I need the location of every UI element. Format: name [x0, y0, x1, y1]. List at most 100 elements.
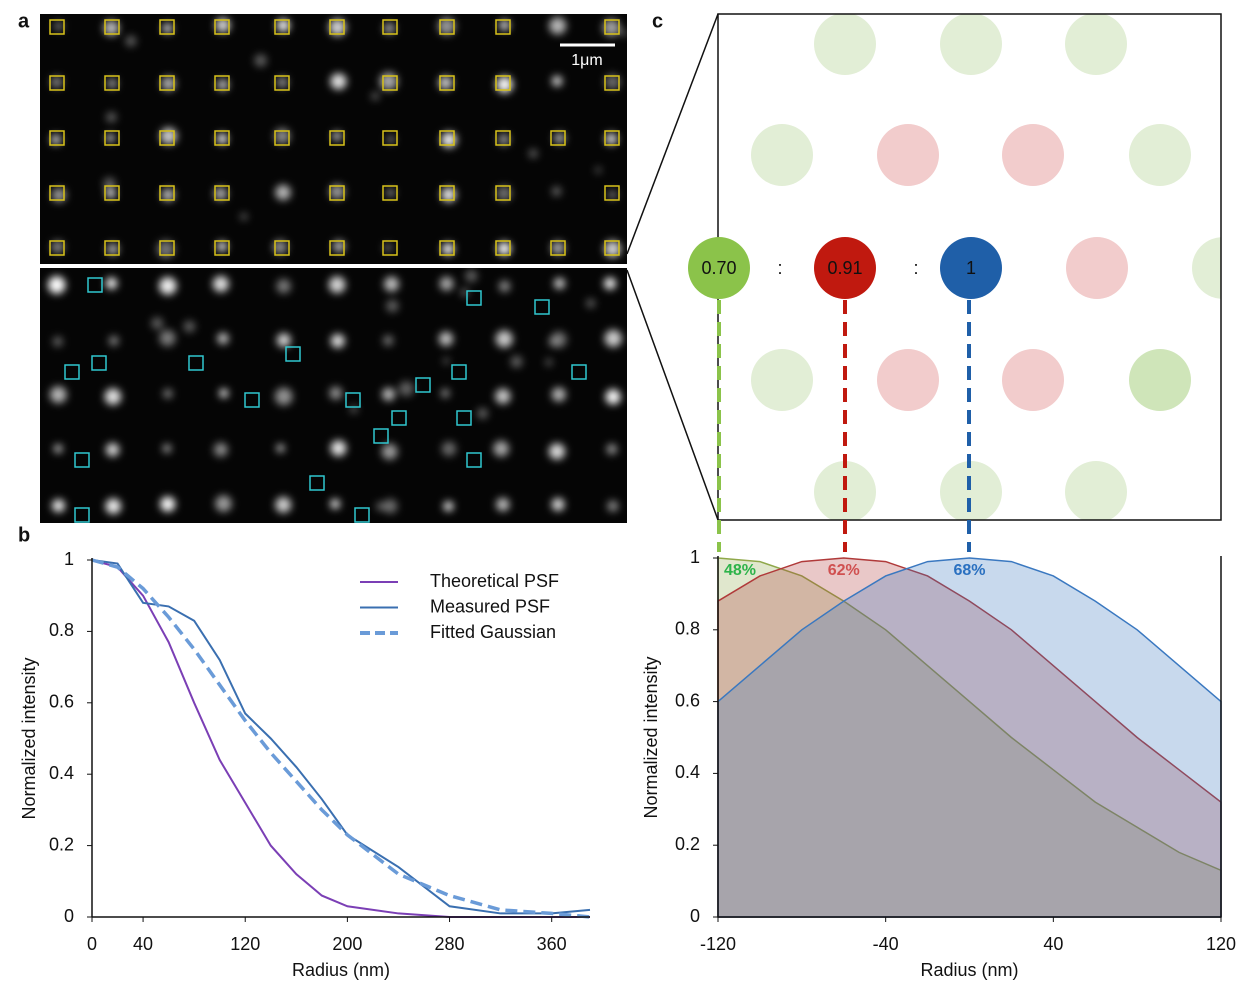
spot: [477, 407, 489, 419]
spot: [548, 336, 559, 347]
yellow-box: [274, 240, 290, 256]
yellow-box: [329, 130, 345, 146]
cyan-box: [571, 364, 587, 380]
spot: [106, 133, 115, 142]
y-tick-label: 0.6: [49, 692, 74, 712]
yellow-box: [49, 130, 65, 146]
spot: [438, 331, 454, 346]
spot: [160, 496, 176, 512]
yellow-box: [495, 185, 511, 201]
spot: [553, 132, 566, 144]
peak-annotation: 62%: [828, 562, 860, 579]
spot: [495, 330, 513, 348]
detection-boxes: [49, 19, 620, 523]
x-axis-title: Radius (nm): [292, 960, 390, 980]
spot: [386, 135, 395, 144]
panel-label: a: [18, 10, 30, 32]
spot: [105, 443, 120, 457]
spot: [441, 441, 457, 457]
spot: [328, 276, 346, 294]
spot: [50, 76, 63, 88]
lattice-site: [1065, 461, 1127, 520]
spot: [161, 76, 176, 91]
y-tick-label: 1: [64, 549, 74, 569]
cyan-box: [451, 364, 467, 380]
spot: [398, 381, 414, 397]
spot: [332, 131, 342, 141]
cyan-box: [74, 507, 90, 523]
spot: [443, 501, 454, 512]
yellow-box: [382, 19, 398, 35]
yellow-box: [439, 185, 455, 201]
cyan-box: [87, 277, 103, 293]
spot: [103, 177, 116, 190]
spot: [103, 20, 120, 36]
x-tick-label: 200: [332, 934, 362, 954]
yellow-box: [329, 185, 345, 201]
yellow-box: [214, 19, 230, 35]
spot: [162, 23, 173, 34]
x-tick-label: 360: [537, 934, 567, 954]
y-tick-label: 0.6: [675, 690, 700, 710]
yellow-box: [159, 185, 175, 201]
cyan-box: [74, 452, 90, 468]
spot: [496, 76, 513, 93]
spot: [440, 388, 450, 398]
spot: [386, 188, 396, 198]
spot: [375, 501, 385, 511]
lattice-site: [751, 124, 813, 186]
spot: [441, 187, 457, 203]
image-background: [40, 14, 627, 523]
spot: [441, 131, 457, 148]
yellow-box: [439, 19, 455, 35]
spot: [163, 388, 173, 399]
yellow-box: [382, 240, 398, 256]
y-tick-label: 0.4: [49, 763, 74, 783]
yellow-box: [495, 19, 511, 35]
y-tick-label: 0.8: [49, 620, 74, 640]
spot: [441, 242, 455, 256]
spot: [219, 388, 229, 398]
yellow-box: [159, 19, 175, 35]
spot: [438, 75, 453, 90]
x-tick-label: -120: [700, 934, 736, 954]
lattice-site: [1129, 124, 1191, 186]
ratio-label: 0.91: [827, 258, 862, 278]
highlight-site: [688, 237, 750, 299]
yellow-box: [439, 75, 455, 91]
spot: [496, 497, 510, 512]
spot: [330, 498, 341, 509]
peak-annotation: 48%: [724, 562, 756, 579]
lattice-site: [751, 349, 813, 411]
spot: [216, 133, 228, 145]
spot: [381, 443, 398, 460]
yellow-box: [49, 240, 65, 256]
ratio-label: 1: [966, 258, 976, 278]
spot: [216, 78, 229, 91]
spot: [276, 76, 289, 89]
spot: [495, 388, 511, 404]
spot: [551, 498, 565, 512]
cyan-box: [285, 346, 301, 362]
zoom-line: [626, 269, 719, 521]
yellow-box: [439, 130, 455, 146]
cyan-box: [373, 428, 389, 444]
spot: [443, 357, 450, 365]
yellow-box: [329, 19, 345, 35]
yellow-box: [382, 185, 398, 201]
spot: [108, 335, 119, 346]
yellow-box: [159, 240, 175, 256]
lattice-site: [1066, 237, 1128, 299]
cyan-box: [391, 410, 407, 426]
yellow-box: [104, 130, 120, 146]
cyan-box: [466, 290, 482, 306]
yellow-box: [214, 185, 230, 201]
spot: [106, 188, 116, 199]
y-tick-label: 0.8: [675, 619, 700, 639]
spot: [240, 213, 248, 221]
cyan-box: [456, 410, 472, 426]
spot: [548, 443, 566, 460]
spot: [276, 279, 291, 294]
spot: [604, 74, 621, 90]
y-tick-label: 0.2: [675, 834, 700, 854]
